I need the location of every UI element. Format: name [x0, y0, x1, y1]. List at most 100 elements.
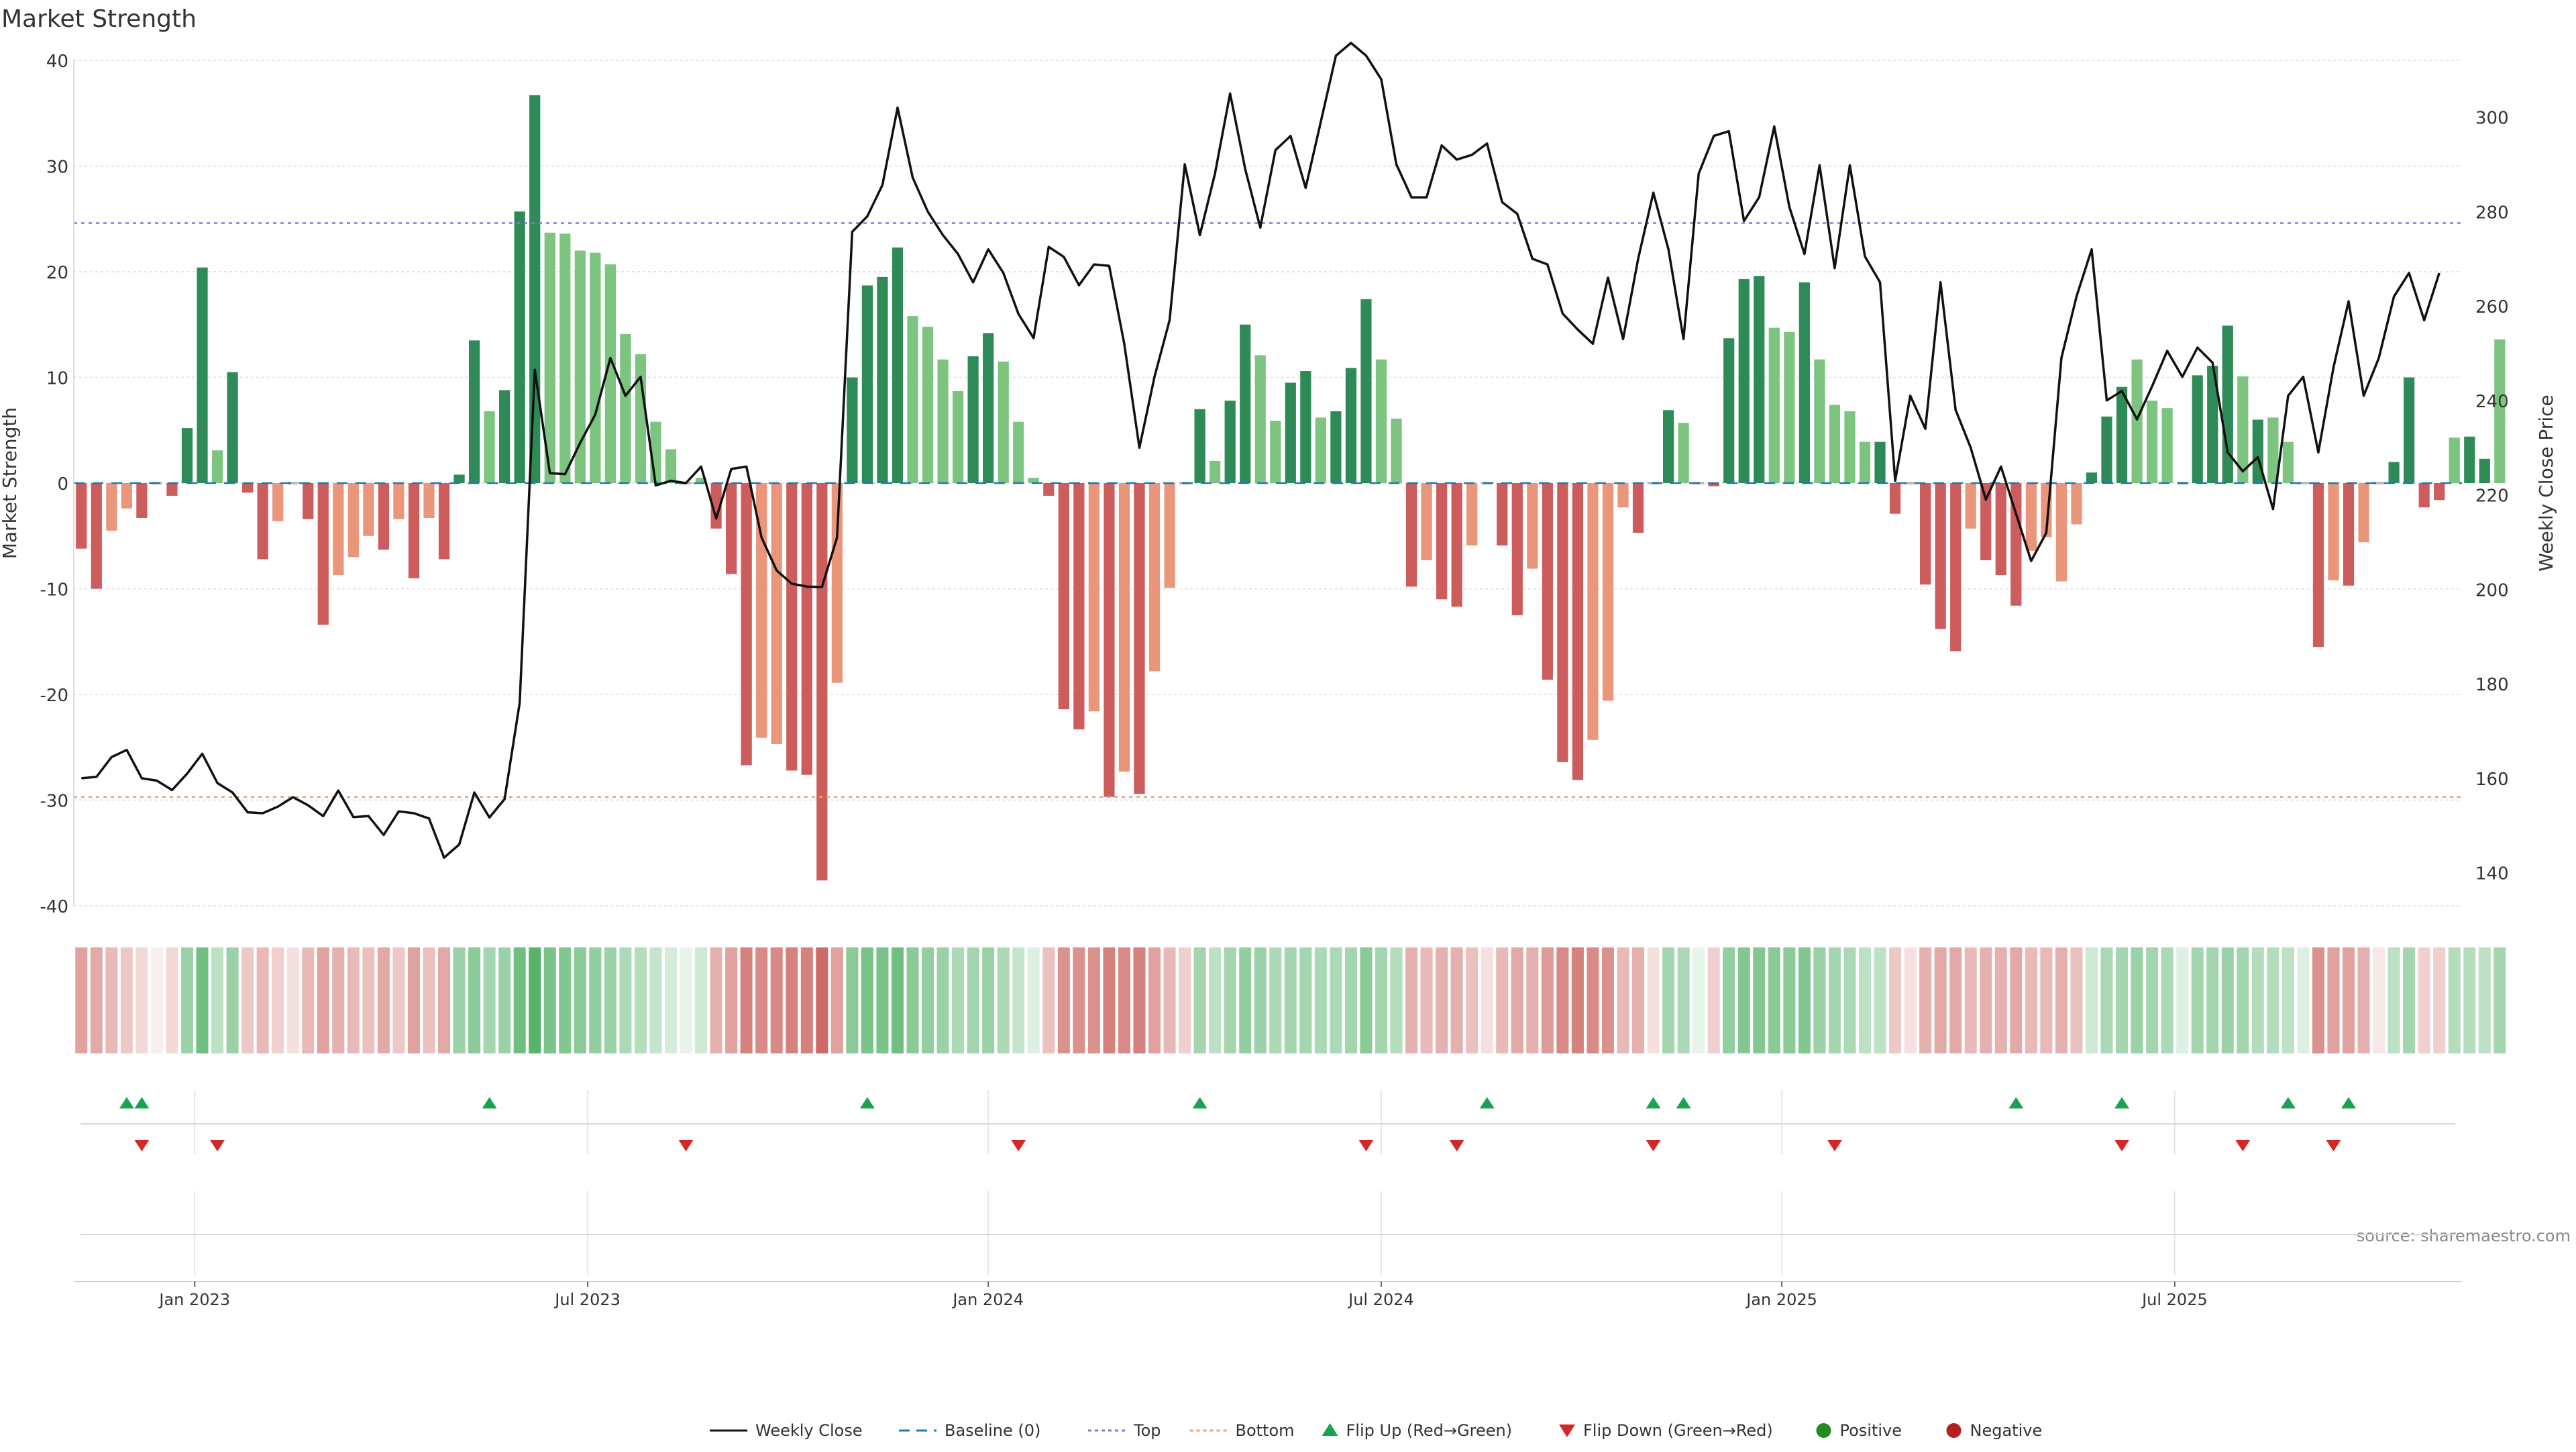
heat-cell — [2010, 947, 2023, 1053]
legend-label: Negative — [1970, 1421, 2043, 1440]
strength-bar — [1754, 276, 1765, 483]
strength-bar — [197, 267, 208, 483]
strength-bar — [438, 483, 450, 560]
strength-bar — [604, 264, 616, 483]
flip-up-marker — [1646, 1097, 1661, 1108]
heat-cell — [2373, 947, 2385, 1053]
strength-bar — [393, 483, 405, 519]
heat-cell — [1980, 947, 1992, 1053]
heat-cell — [1874, 947, 1886, 1053]
strength-bar — [1723, 338, 1735, 483]
heat-cell — [347, 947, 360, 1053]
heat-cell — [1012, 947, 1025, 1053]
heat-cell — [2116, 947, 2129, 1053]
strength-bar — [1511, 483, 1523, 615]
heat-cell — [2221, 947, 2234, 1053]
heat-cell — [1405, 947, 1418, 1053]
strength-bar — [816, 483, 828, 881]
heat-cell — [1632, 947, 1645, 1053]
heat-cell — [1587, 947, 1599, 1053]
strength-bar — [2358, 483, 2369, 543]
heat-cell — [725, 947, 738, 1053]
heat-cell — [559, 947, 572, 1053]
strength-bar — [952, 391, 964, 483]
heat-cell — [2357, 947, 2370, 1053]
heat-cell — [1344, 947, 1357, 1053]
strength-bar — [937, 359, 949, 483]
strength-bar — [590, 252, 601, 483]
y2-tick-label: 160 — [2475, 770, 2509, 790]
strength-bar — [1028, 478, 1039, 483]
strength-bar — [2298, 482, 2309, 484]
strength-bar — [2055, 483, 2068, 582]
heat-cell — [2206, 947, 2219, 1053]
strength-heatmap-strip — [75, 947, 2506, 1053]
heat-cell — [196, 947, 209, 1053]
flip-down-marker — [678, 1140, 694, 1151]
strength-bar — [211, 450, 223, 483]
heat-cell — [1481, 947, 1493, 1053]
y-tick-label: -30 — [40, 792, 68, 812]
strength-bar — [1405, 483, 1417, 587]
strength-bar — [2025, 483, 2037, 551]
y2-tick-label: 220 — [2475, 486, 2509, 507]
strength-bar — [2388, 462, 2400, 483]
x-tick-label: Jul 2023 — [553, 1290, 621, 1309]
strength-bar — [333, 483, 344, 576]
heat-cell — [2493, 947, 2506, 1053]
legend-label: Flip Down (Green→Red) — [1583, 1421, 1773, 1440]
strength-bar — [2464, 436, 2475, 483]
flip-up-marker — [2341, 1097, 2357, 1108]
strength-bar — [1073, 483, 1085, 729]
heat-cell — [830, 947, 843, 1053]
strength-bar — [695, 478, 707, 483]
legend-label: Weekly Close — [755, 1421, 863, 1440]
heat-cell — [2478, 947, 2491, 1053]
strength-bar — [1330, 411, 1342, 483]
strength-bar — [1572, 483, 1584, 780]
strength-bar — [1678, 423, 1689, 483]
strength-bar — [1950, 483, 1962, 652]
heat-cell — [2418, 947, 2430, 1053]
strength-bar — [499, 390, 511, 483]
heat-cell — [302, 947, 315, 1053]
heat-cell — [2327, 947, 2340, 1053]
reference-lines — [74, 222, 2462, 798]
heat-cell — [952, 947, 965, 1053]
heat-cell — [1299, 947, 1312, 1053]
strength-bar — [1829, 405, 1841, 483]
heat-cell — [2433, 947, 2446, 1053]
strength-bar — [2222, 325, 2233, 483]
heat-cell — [498, 947, 511, 1053]
flip-down-marker — [1011, 1140, 1026, 1151]
flip-up-marker — [2008, 1097, 2024, 1108]
heat-cell — [286, 947, 299, 1053]
strength-bar — [1164, 483, 1175, 588]
heat-cell — [2131, 947, 2143, 1053]
heat-cell — [2025, 947, 2037, 1053]
heat-cell — [2085, 947, 2098, 1053]
strength-bar — [786, 483, 798, 771]
strength-bar — [1058, 483, 1069, 710]
heat-cell — [1269, 947, 1282, 1053]
legend-label: Positive — [1840, 1421, 1902, 1440]
heat-cell — [1466, 947, 1479, 1053]
strength-bar — [1224, 401, 1236, 483]
positive-dot-icon — [1816, 1423, 1831, 1438]
flip-up-marker — [1192, 1097, 1208, 1108]
flip-up-marker — [482, 1097, 497, 1108]
strength-bar — [106, 483, 117, 531]
chart-title: Market Strength — [1, 5, 197, 33]
strength-bar — [1194, 409, 1205, 483]
strength-bar — [1889, 483, 1901, 514]
strength-bar — [76, 483, 87, 549]
y2-tick-label: 240 — [2475, 392, 2509, 412]
strength-bar — [1768, 327, 1780, 483]
strength-bar — [1013, 421, 1024, 483]
heat-cell — [75, 947, 88, 1053]
strength-bar — [1738, 279, 1750, 483]
heat-cell — [1193, 947, 1206, 1053]
heat-cell — [2282, 947, 2294, 1053]
y-tick-label: -40 — [40, 897, 68, 917]
